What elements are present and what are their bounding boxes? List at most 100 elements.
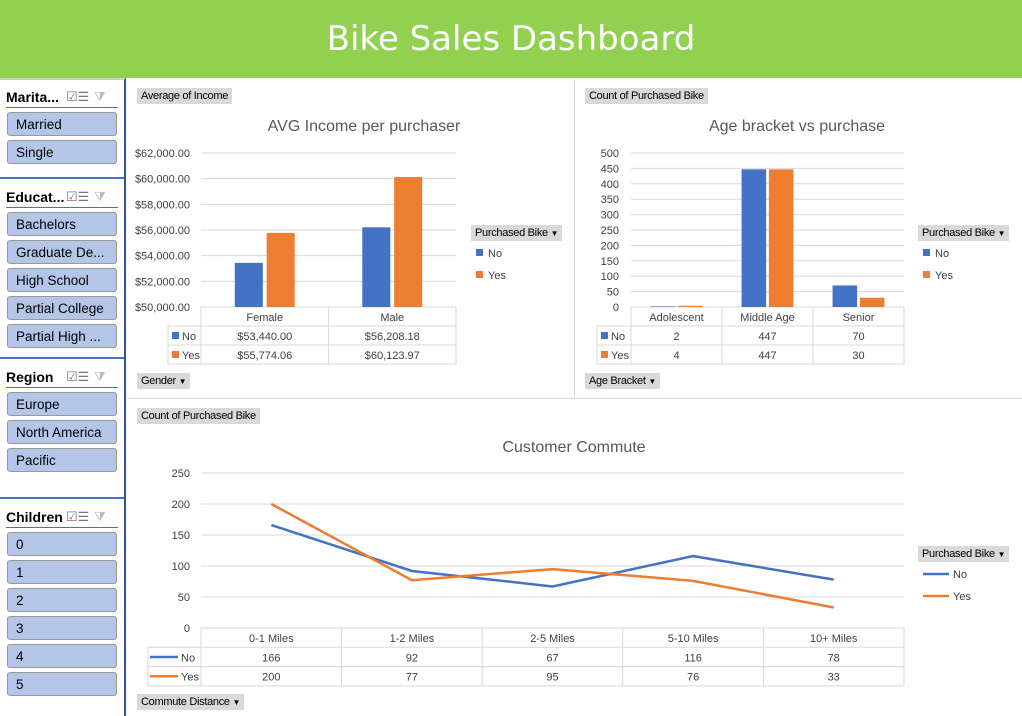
value-field-button-label: Count of Purchased Bike bbox=[589, 90, 704, 102]
legend-label: No bbox=[935, 248, 949, 260]
slicer-item[interactable]: Married bbox=[7, 112, 117, 136]
legend-key-no bbox=[172, 332, 179, 339]
legend-field-button[interactable]: Purchased Bike ▼ bbox=[918, 225, 1010, 241]
slicer-title: Marita... bbox=[6, 88, 59, 105]
legend-label: No bbox=[953, 569, 967, 581]
slicer-item[interactable]: Europe bbox=[7, 392, 117, 416]
clear-filter-icon[interactable]: ⧩ bbox=[94, 508, 106, 524]
axis-field-button[interactable]: Gender ▼ bbox=[137, 373, 191, 389]
y-tick-label: 0 bbox=[613, 302, 619, 314]
chart-title: Customer Commute bbox=[502, 439, 645, 456]
slicer-header: Marita... ☑☰ ⧩ bbox=[6, 86, 118, 108]
y-tick-label: 250 bbox=[172, 468, 190, 480]
bar-no bbox=[234, 262, 263, 307]
multi-select-icon[interactable]: ☑☰ bbox=[66, 368, 90, 384]
table-value: 76 bbox=[687, 672, 699, 684]
y-tick-label: $56,000.00 bbox=[135, 225, 190, 237]
slicer-item[interactable]: Pacific bbox=[7, 448, 117, 472]
dropdown-arrow-icon: ▼ bbox=[997, 550, 1006, 559]
category-label: Senior bbox=[843, 312, 875, 324]
legend-key-yes bbox=[172, 351, 179, 358]
series-label: No bbox=[182, 331, 196, 343]
table-value: $56,208.18 bbox=[365, 331, 420, 343]
category-label: 10+ Miles bbox=[810, 633, 858, 645]
axis-field-button[interactable]: Age Bracket ▼ bbox=[585, 373, 661, 389]
clear-filter-icon[interactable]: ⧩ bbox=[94, 88, 106, 104]
slicer-title: Children bbox=[6, 508, 63, 525]
axis-field-button-label: Commute Distance bbox=[141, 696, 230, 708]
y-tick-label: $62,000.00 bbox=[135, 148, 190, 160]
table-value: 4 bbox=[673, 350, 679, 362]
table-value: $53,440.00 bbox=[237, 331, 292, 343]
y-tick-label: 150 bbox=[172, 530, 190, 542]
y-tick-label: 0 bbox=[184, 623, 190, 635]
y-tick-label: 350 bbox=[601, 194, 619, 206]
value-field-button: Average of Income bbox=[137, 88, 233, 104]
slicer-header: Children ☑☰ ⧩ bbox=[6, 506, 118, 528]
slicer-item[interactable]: 3 bbox=[7, 616, 117, 640]
legend-field-button[interactable]: Purchased Bike ▼ bbox=[918, 546, 1010, 562]
y-tick-label: 50 bbox=[607, 287, 619, 299]
multi-select-icon[interactable]: ☑☰ bbox=[66, 88, 90, 104]
slicer-item[interactable]: Single bbox=[7, 140, 117, 164]
table-value: 70 bbox=[852, 331, 864, 343]
slicer-item[interactable]: Partial College bbox=[7, 296, 117, 320]
series-label: No bbox=[611, 331, 625, 343]
axis-field-button[interactable]: Commute Distance ▼ bbox=[137, 694, 245, 710]
slicer-item[interactable]: 1 bbox=[7, 560, 117, 584]
slicer-item[interactable]: 2 bbox=[7, 588, 117, 612]
slicer-separator bbox=[0, 357, 124, 359]
bar-yes bbox=[677, 305, 703, 307]
y-tick-label: 200 bbox=[172, 499, 190, 511]
value-field-button: Count of Purchased Bike bbox=[137, 408, 260, 424]
legend-marker bbox=[476, 249, 483, 256]
y-tick-label: 50 bbox=[178, 592, 190, 604]
table-value: 166 bbox=[262, 652, 280, 664]
y-tick-label: 450 bbox=[601, 163, 619, 175]
y-tick-label: 250 bbox=[601, 225, 619, 237]
table-value: $60,123.97 bbox=[365, 350, 420, 362]
legend-label: Yes bbox=[953, 591, 971, 603]
legend-field-button-label: Purchased Bike bbox=[922, 548, 995, 560]
y-tick-label: $50,000.00 bbox=[135, 302, 190, 314]
category-label: 5-10 Miles bbox=[668, 633, 719, 645]
series-label: Yes bbox=[182, 350, 200, 362]
slicer-item[interactable]: North America bbox=[7, 420, 117, 444]
multi-select-icon[interactable]: ☑☰ bbox=[66, 508, 90, 524]
slicer-item[interactable]: High School bbox=[7, 268, 117, 292]
clear-filter-icon[interactable]: ⧩ bbox=[94, 368, 106, 384]
category-label: 2-5 Miles bbox=[530, 633, 575, 645]
slicer-title: Educat... bbox=[6, 188, 65, 205]
y-tick-label: 500 bbox=[601, 148, 619, 160]
table-value: 67 bbox=[546, 652, 558, 664]
series-label: No bbox=[181, 652, 195, 664]
table-value: 33 bbox=[828, 672, 840, 684]
series-label: Yes bbox=[181, 672, 199, 684]
bar-no bbox=[650, 306, 676, 307]
slicer-panel: Marita... ☑☰ ⧩ Married Single Educat... ☑☰ ⧩ Bac… bbox=[0, 78, 126, 716]
axis-field-button-label: Age Bracket bbox=[589, 375, 646, 387]
y-tick-label: $54,000.00 bbox=[135, 251, 190, 263]
bar-yes bbox=[266, 232, 295, 307]
slicer-item[interactable]: Partial High ... bbox=[7, 324, 117, 348]
multi-select-icon[interactable]: ☑☰ bbox=[66, 188, 90, 204]
slicer-item[interactable]: 4 bbox=[7, 644, 117, 668]
axis-field-button-label: Gender bbox=[141, 375, 176, 387]
dropdown-arrow-icon: ▼ bbox=[997, 229, 1006, 238]
bar-no bbox=[832, 285, 858, 307]
slicer-header: Educat... ☑☰ ⧩ bbox=[6, 186, 118, 208]
y-tick-label: 400 bbox=[601, 179, 619, 191]
table-value: $55,774.06 bbox=[237, 350, 292, 362]
bar-no bbox=[741, 169, 767, 307]
chart-title: AVG Income per purchaser bbox=[268, 118, 461, 135]
slicer-item[interactable]: 5 bbox=[7, 672, 117, 696]
category-label: Female bbox=[246, 312, 283, 324]
slicer-item[interactable]: Bachelors bbox=[7, 212, 117, 236]
legend-field-button[interactable]: Purchased Bike ▼ bbox=[471, 225, 563, 241]
table-value: 200 bbox=[262, 672, 280, 684]
line-series-yes bbox=[270, 502, 834, 609]
slicer-item[interactable]: Graduate De... bbox=[7, 240, 117, 264]
table-value: 95 bbox=[546, 672, 558, 684]
clear-filter-icon[interactable]: ⧩ bbox=[94, 188, 106, 204]
slicer-item[interactable]: 0 bbox=[7, 532, 117, 556]
